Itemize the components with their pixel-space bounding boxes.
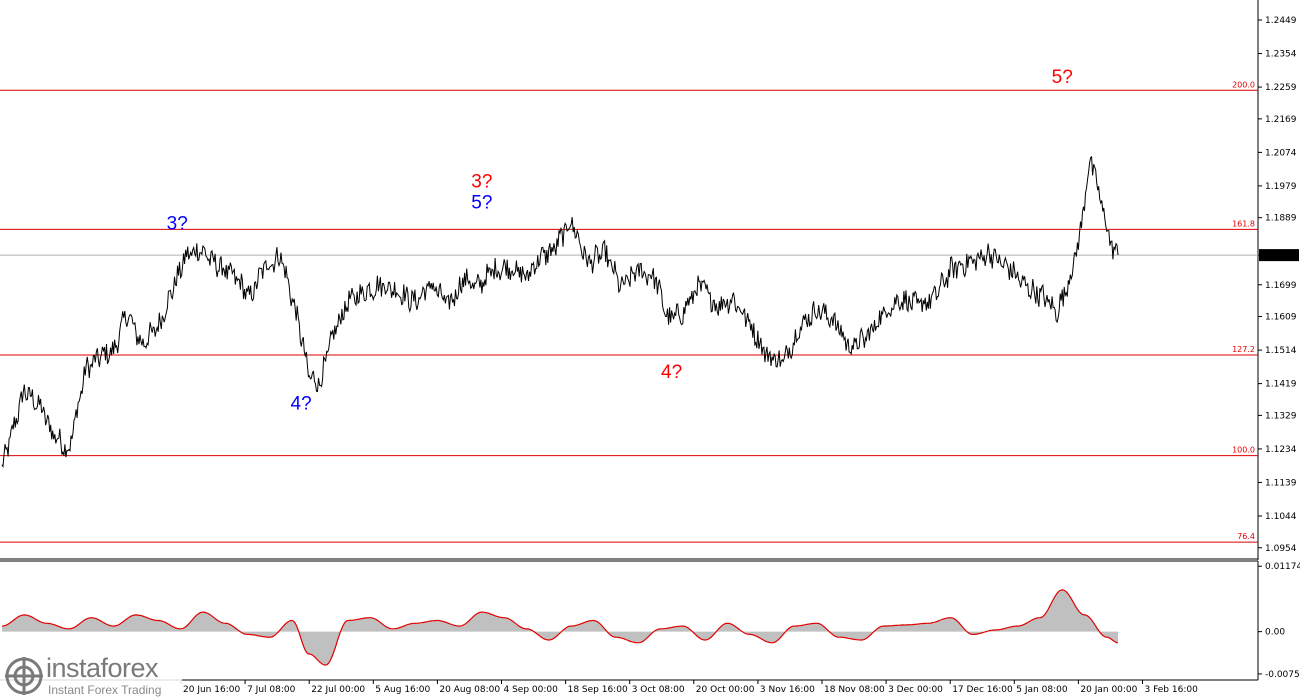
price-tick-label: 1.1699 [1265, 281, 1297, 291]
wave-label: 3? [167, 214, 188, 235]
time-tick-label: 18 Sep 16:00 [568, 685, 628, 695]
fib-label-100.0: 100.0 [1232, 446, 1255, 455]
oscillator-y-axis: 0.01174 0.00 -0.00759 [1258, 562, 1300, 680]
time-tick-label: 3 Nov 16:00 [760, 685, 815, 695]
time-tick-label: 3 Dec 00:00 [888, 685, 943, 695]
oscillator-histogram [2, 589, 1118, 666]
price-tick-label: 1.1234 [1265, 445, 1297, 455]
time-x-axis: 20 Jun 16:00 7 Jul 08:00 22 Jul 00:00 5 Aug… [180, 680, 1199, 695]
time-tick-label: 20 Jun 16:00 [183, 685, 240, 695]
price-tick-label: 1.1609 [1265, 313, 1297, 323]
oscillator-signal-line [1, 589, 1119, 666]
price-tick-label: 1.2259 [1265, 83, 1297, 93]
instaforex-watermark: instaforex Instant Forex Trading [0, 652, 182, 700]
time-tick-label: 20 Oct 00:00 [696, 685, 755, 695]
watermark-brand: instaforex [46, 653, 159, 683]
price-series [1, 155, 1119, 469]
time-tick-label: 20 Jan 00:00 [1080, 685, 1137, 695]
time-tick-label: 3 Oct 08:00 [632, 685, 685, 695]
price-tick-label: 1.1044 [1265, 512, 1297, 522]
price-tick-label: 1.0954 [1265, 544, 1297, 554]
osc-tick-label: 0.01174 [1265, 562, 1300, 572]
price-tick-label: 1.1889 [1265, 214, 1297, 224]
fib-label-200.0: 200.0 [1232, 80, 1255, 89]
fib-label-76.4: 76.4 [1237, 532, 1255, 541]
fib-levels: 200.0 161.8 127.2 100.0 76.4 [0, 80, 1258, 543]
wave-label: 3? [471, 171, 492, 192]
instaforex-logo-icon [5, 657, 43, 695]
price-tick-label: 1.2169 [1265, 115, 1297, 125]
wave-labels: 3?4?5?3?4?5? [167, 67, 1073, 415]
time-tick-label: 18 Nov 08:00 [824, 685, 885, 695]
time-tick-label: 20 Aug 08:00 [439, 685, 500, 695]
price-tick-label: 1.2074 [1265, 148, 1297, 158]
time-tick-label: 22 Jul 00:00 [311, 685, 365, 695]
time-tick-label: 5 Aug 16:00 [375, 685, 430, 695]
price-tick-label: 1.2354 [1265, 50, 1297, 60]
current-price-badge: 1.1783 [1259, 249, 1299, 262]
wave-label: 4? [291, 394, 312, 415]
oscillator-panel: 0.01174 0.00 -0.00759 [1, 561, 1300, 680]
price-tick-label: 1.1979 [1265, 182, 1297, 192]
time-tick-label: 4 Sep 00:00 [504, 685, 559, 695]
price-y-axis: 1.2449 1.2354 1.2259 1.2169 1.2074 1.1979 1.18… [1258, 16, 1297, 554]
osc-tick-label: -0.00759 [1265, 670, 1300, 680]
fib-label-127.2: 127.2 [1232, 345, 1255, 354]
time-tick-label: 3 Feb 16:00 [1145, 685, 1199, 695]
time-tick-label: 7 Jul 08:00 [247, 685, 296, 695]
watermark-subtitle: Instant Forex Trading [48, 683, 162, 697]
price-tick-label: 1.2449 [1265, 16, 1297, 26]
price-tick-label: 1.1329 [1265, 411, 1297, 421]
price-tick-label: 1.1139 [1265, 478, 1297, 488]
osc-tick-label: 0.00 [1265, 628, 1285, 638]
fib-label-161.8: 161.8 [1232, 219, 1255, 228]
time-tick-label: 5 Jan 08:00 [1016, 685, 1068, 695]
wave-label: 5? [471, 193, 492, 214]
price-tick-label: 1.1419 [1265, 380, 1297, 390]
wave-label: 5? [1052, 67, 1073, 88]
wave-label: 4? [661, 362, 682, 383]
current-price-label: 1.1783 [1263, 251, 1295, 261]
time-tick-label: 17 Dec 16:00 [952, 685, 1013, 695]
price-tick-label: 1.1514 [1265, 346, 1297, 356]
